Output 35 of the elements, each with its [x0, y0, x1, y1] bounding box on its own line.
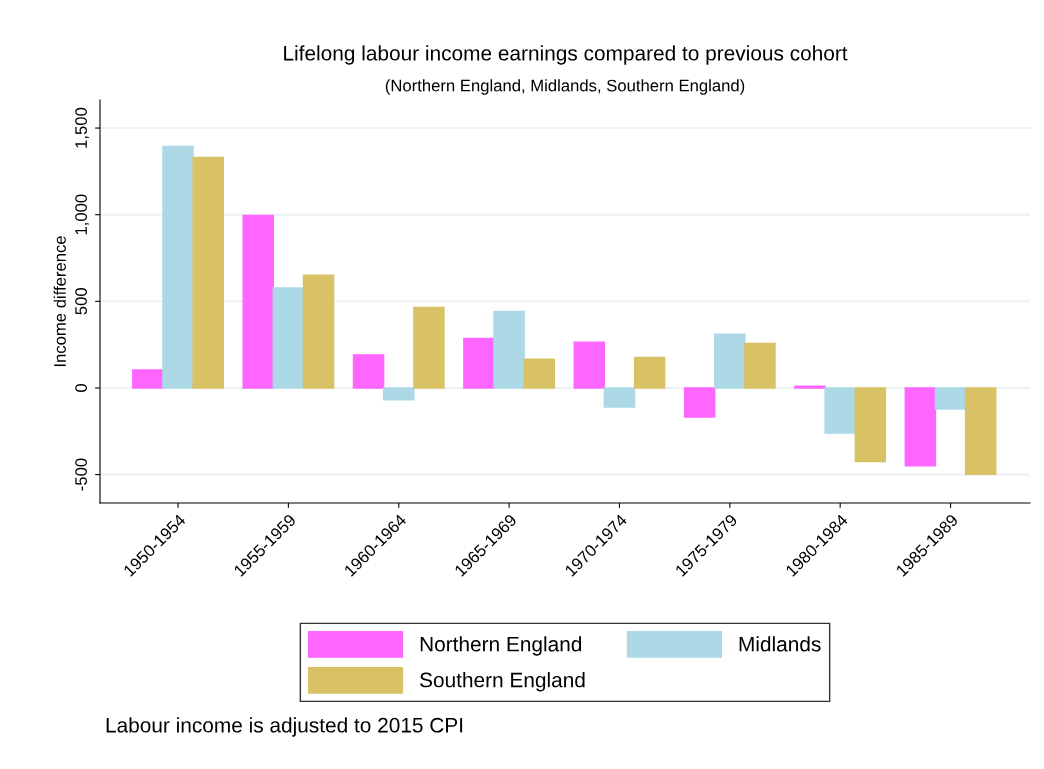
bar — [272, 287, 305, 389]
bar — [352, 354, 385, 389]
bar — [633, 356, 666, 389]
bar — [382, 387, 415, 401]
bar — [934, 387, 967, 410]
bar — [493, 310, 525, 389]
bar — [192, 156, 224, 389]
legend-label: Northern England — [420, 636, 582, 656]
y-tick-label: 1,000 — [75, 194, 89, 235]
bar — [162, 145, 194, 389]
bar — [573, 341, 606, 389]
bar — [854, 387, 887, 463]
bar — [132, 369, 164, 389]
y-axis-title: Income difference — [53, 236, 66, 367]
bar — [463, 337, 495, 389]
bar — [824, 387, 856, 434]
bar — [964, 387, 997, 475]
legend-label: Southern England — [420, 672, 585, 692]
chart-title: Lifelong labour income earnings compared to previous cohort — [284, 45, 848, 65]
y-tick-label: 0 — [75, 383, 87, 392]
bar — [744, 342, 776, 389]
bar — [302, 274, 335, 389]
bar — [603, 387, 636, 408]
y-tick-label: 1,500 — [75, 107, 89, 148]
y-tick-label: 500 — [75, 288, 87, 315]
bar — [904, 387, 937, 467]
bar — [714, 333, 746, 389]
chart-subtitle: (Northern England, Midlands, Southern England) — [385, 79, 745, 95]
bar — [413, 306, 445, 389]
text: Labour income is adjusted to 2015 CPI — [106, 717, 463, 737]
y-tick-label: -500 — [75, 458, 87, 491]
bar — [523, 358, 556, 389]
bar — [683, 387, 716, 418]
bar — [242, 214, 274, 389]
legend-label: Midlands — [739, 636, 821, 652]
